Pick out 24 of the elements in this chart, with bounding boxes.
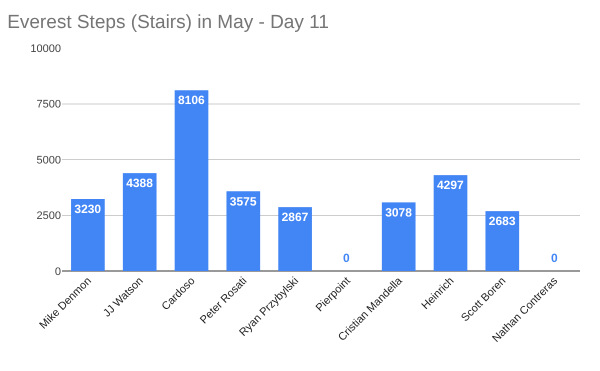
y-tick-label: 10000	[30, 42, 61, 55]
data-label: 2683	[488, 214, 516, 228]
data-label: 2867	[282, 210, 309, 224]
data-label: 4388	[126, 176, 154, 190]
bar	[226, 191, 260, 271]
bar	[174, 90, 208, 271]
data-label: 4297	[436, 178, 464, 192]
chart-title: Everest Steps (Stairs) in May - Day 11	[7, 12, 329, 34]
bar	[278, 207, 312, 271]
data-label: 3078	[385, 205, 412, 220]
data-label: 8106	[178, 93, 206, 108]
data-label: 0	[343, 251, 350, 265]
y-tick-label: 2500	[36, 210, 61, 222]
bar	[382, 202, 416, 271]
data-label: 3230	[74, 202, 102, 216]
y-tick-label: 7500	[36, 98, 61, 111]
bar	[485, 211, 520, 271]
bar	[71, 198, 105, 271]
bar	[434, 175, 468, 271]
bar	[122, 173, 157, 271]
data-label: 3575	[230, 194, 257, 208]
y-tick-label: 5000	[36, 154, 61, 166]
y-tick-label: 0	[54, 266, 61, 278]
data-label: 0	[551, 251, 558, 265]
